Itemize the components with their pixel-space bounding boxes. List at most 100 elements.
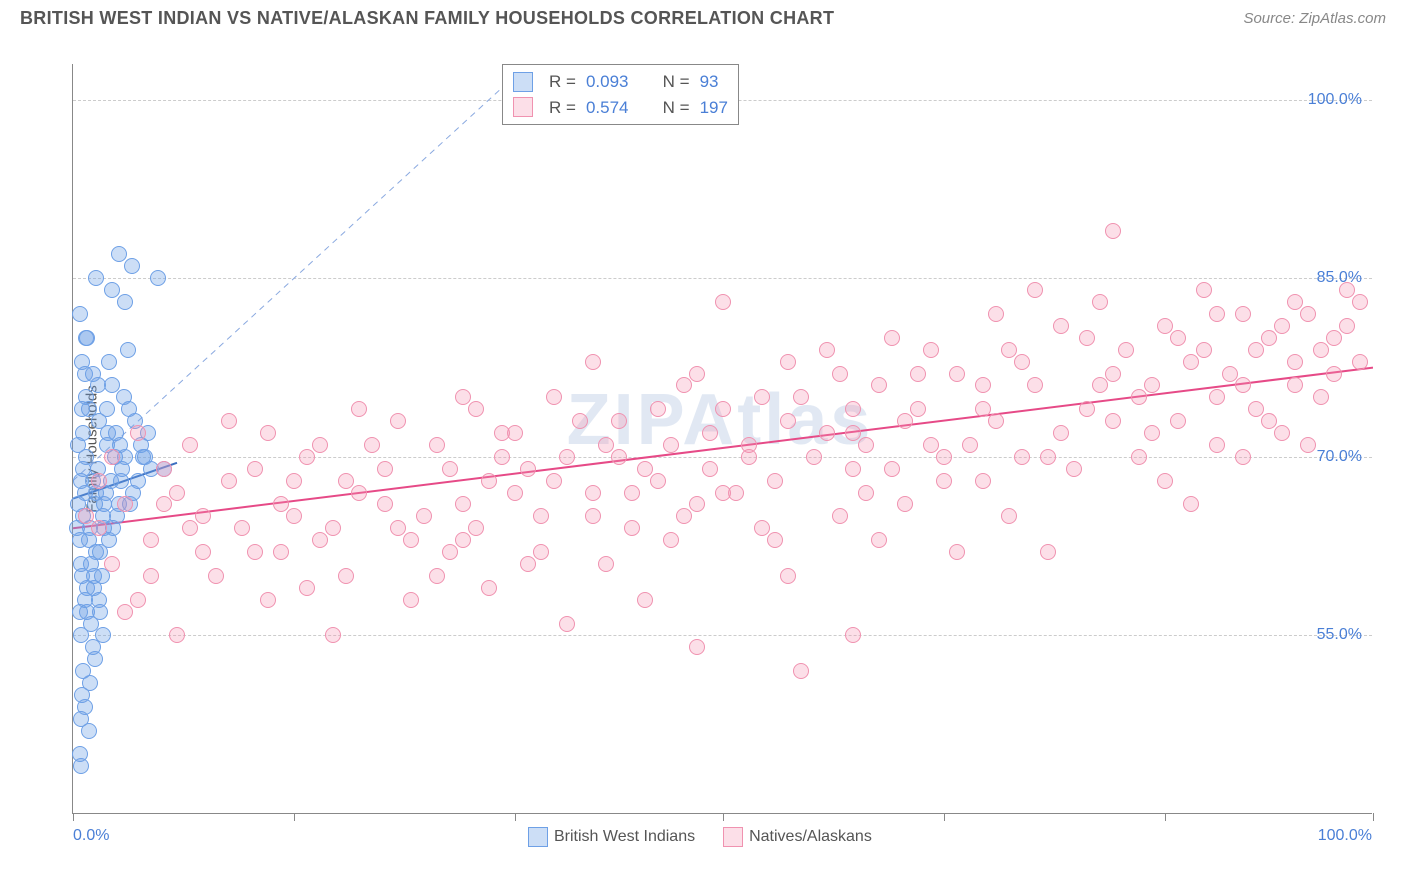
- scatter-point: [1313, 389, 1329, 405]
- scatter-point: [124, 258, 140, 274]
- legend-label: Natives/Alaskans: [749, 828, 872, 845]
- scatter-point: [74, 354, 90, 370]
- scatter-point: [364, 437, 380, 453]
- scatter-point: [780, 354, 796, 370]
- scatter-point: [403, 532, 419, 548]
- scatter-point: [598, 437, 614, 453]
- scatter-point: [702, 425, 718, 441]
- scatter-point: [429, 568, 445, 584]
- scatter-point: [111, 246, 127, 262]
- scatter-point: [286, 508, 302, 524]
- scatter-point: [182, 437, 198, 453]
- scatter-point: [1014, 354, 1030, 370]
- scatter-point: [260, 425, 276, 441]
- scatter-point: [221, 413, 237, 429]
- scatter-point: [1235, 377, 1251, 393]
- x-tick: [723, 813, 724, 821]
- scatter-point: [1274, 318, 1290, 334]
- stat-n-label: N =: [663, 95, 690, 121]
- scatter-point: [390, 413, 406, 429]
- scatter-point: [99, 401, 115, 417]
- scatter-point: [1157, 473, 1173, 489]
- scatter-point: [819, 342, 835, 358]
- scatter-point: [1079, 330, 1095, 346]
- scatter-point: [832, 508, 848, 524]
- scatter-point: [130, 592, 146, 608]
- scatter-point: [156, 461, 172, 477]
- scatter-point: [113, 473, 129, 489]
- scatter-point: [585, 508, 601, 524]
- scatter-point: [1196, 342, 1212, 358]
- scatter-point: [273, 544, 289, 560]
- scatter-point: [442, 544, 458, 560]
- scatter-point: [351, 485, 367, 501]
- scatter-point: [1092, 294, 1108, 310]
- legend-swatch-icon: [513, 97, 533, 117]
- scatter-point: [559, 616, 575, 632]
- scatter-point: [88, 270, 104, 286]
- scatter-point: [624, 520, 640, 536]
- scatter-point: [923, 342, 939, 358]
- scatter-point: [1092, 377, 1108, 393]
- scatter-point: [72, 306, 88, 322]
- scatter-point: [377, 461, 393, 477]
- scatter-point: [546, 389, 562, 405]
- scatter-point: [611, 413, 627, 429]
- scatter-point: [299, 449, 315, 465]
- scatter-point: [715, 401, 731, 417]
- scatter-point: [598, 556, 614, 572]
- scatter-point: [1209, 306, 1225, 322]
- scatter-point: [82, 675, 98, 691]
- scatter-point: [663, 532, 679, 548]
- scatter-point: [117, 294, 133, 310]
- scatter-point: [70, 437, 86, 453]
- scatter-point: [182, 520, 198, 536]
- scatter-point: [88, 544, 104, 560]
- x-tick: [1165, 813, 1166, 821]
- scatter-point: [1118, 342, 1134, 358]
- scatter-point: [1274, 425, 1290, 441]
- scatter-point: [663, 437, 679, 453]
- scatter-point: [546, 473, 562, 489]
- scatter-point: [845, 627, 861, 643]
- plot-area: ZIPAtlas 55.0%70.0%85.0%100.0%0.0%100.0%…: [72, 64, 1372, 814]
- scatter-point: [1352, 294, 1368, 310]
- stat-r-label: R =: [549, 69, 576, 95]
- scatter-point: [120, 342, 136, 358]
- scatter-point: [1313, 342, 1329, 358]
- scatter-point: [533, 508, 549, 524]
- scatter-point: [936, 449, 952, 465]
- scatter-point: [169, 485, 185, 501]
- scatter-point: [195, 544, 211, 560]
- scatter-point: [949, 544, 965, 560]
- scatter-point: [1053, 425, 1069, 441]
- scatter-point: [429, 437, 445, 453]
- scatter-point: [247, 544, 263, 560]
- scatter-point: [299, 580, 315, 596]
- scatter-point: [1079, 401, 1095, 417]
- scatter-point: [92, 604, 108, 620]
- scatter-point: [1261, 413, 1277, 429]
- scatter-point: [754, 520, 770, 536]
- scatter-point: [676, 377, 692, 393]
- scatter-point: [104, 556, 120, 572]
- stat-r-value: 0.093: [586, 69, 629, 95]
- scatter-point: [936, 473, 952, 489]
- scatter-point: [77, 699, 93, 715]
- scatter-point: [1235, 306, 1251, 322]
- scatter-point: [117, 496, 133, 512]
- chart-source: Source: ZipAtlas.com: [1243, 10, 1386, 27]
- scatter-point: [1027, 282, 1043, 298]
- scatter-point: [377, 496, 393, 512]
- scatter-point: [1339, 282, 1355, 298]
- scatter-point: [143, 568, 159, 584]
- scatter-point: [338, 568, 354, 584]
- scatter-point: [1157, 318, 1173, 334]
- scatter-point: [91, 520, 107, 536]
- stat-n-value: 197: [700, 95, 728, 121]
- scatter-point: [1014, 449, 1030, 465]
- stats-row: R = 0.574 N = 197: [513, 95, 728, 121]
- scatter-point: [150, 270, 166, 286]
- scatter-point: [897, 496, 913, 512]
- scatter-point: [1352, 354, 1368, 370]
